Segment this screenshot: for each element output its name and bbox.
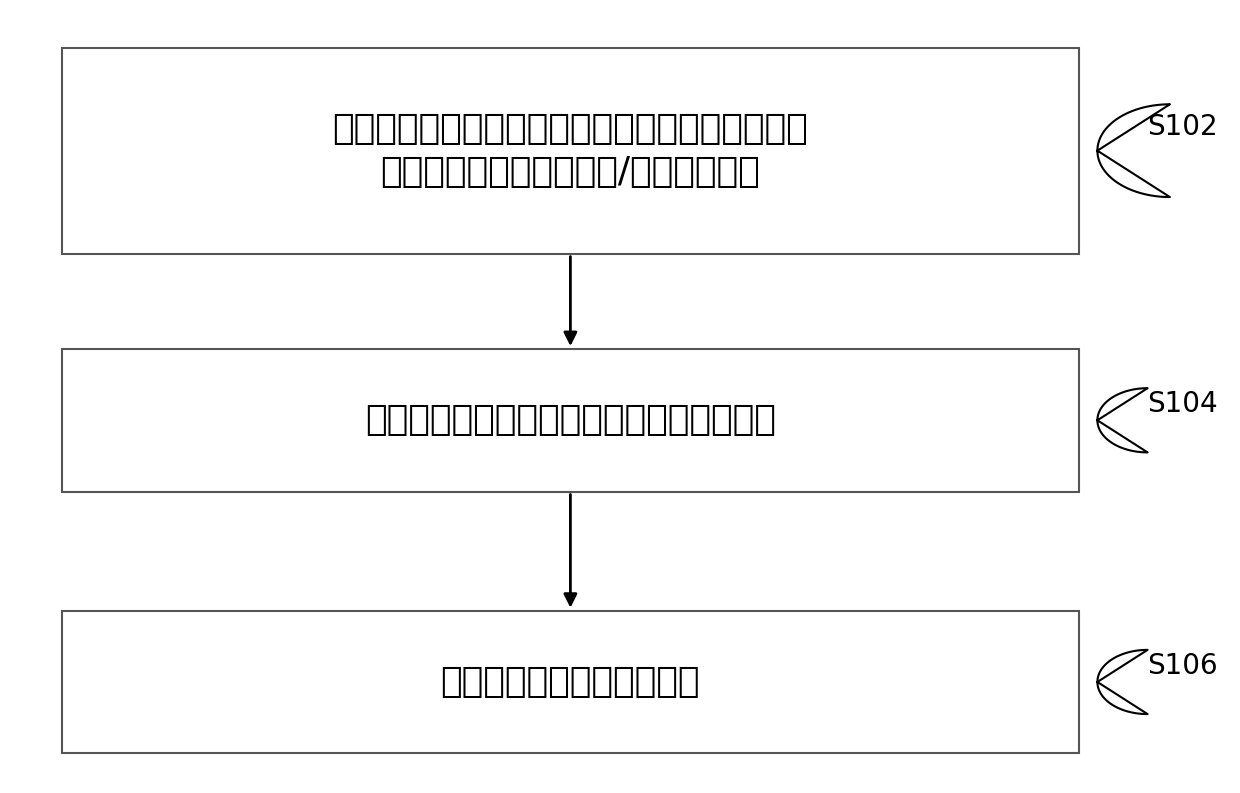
Bar xyxy=(62,349,1079,492)
Text: S106: S106 xyxy=(1147,652,1218,680)
Text: 基站确定一套或多套系统参数，其中，每套系统参: 基站确定一套或多套系统参数，其中，每套系统参 xyxy=(332,112,808,146)
Text: 基站根据系统参数构建预定结构的同步信号: 基站根据系统参数构建预定结构的同步信号 xyxy=(365,404,776,437)
Text: S102: S102 xyxy=(1147,113,1218,141)
Text: 基站将同步信号发送给终端: 基站将同步信号发送给终端 xyxy=(440,665,701,699)
Text: 数包括载波的频率信息和/或帧结构参数: 数包括载波的频率信息和/或帧结构参数 xyxy=(381,155,760,190)
Bar xyxy=(62,48,1079,254)
Bar xyxy=(62,611,1079,753)
Text: S104: S104 xyxy=(1147,390,1218,418)
